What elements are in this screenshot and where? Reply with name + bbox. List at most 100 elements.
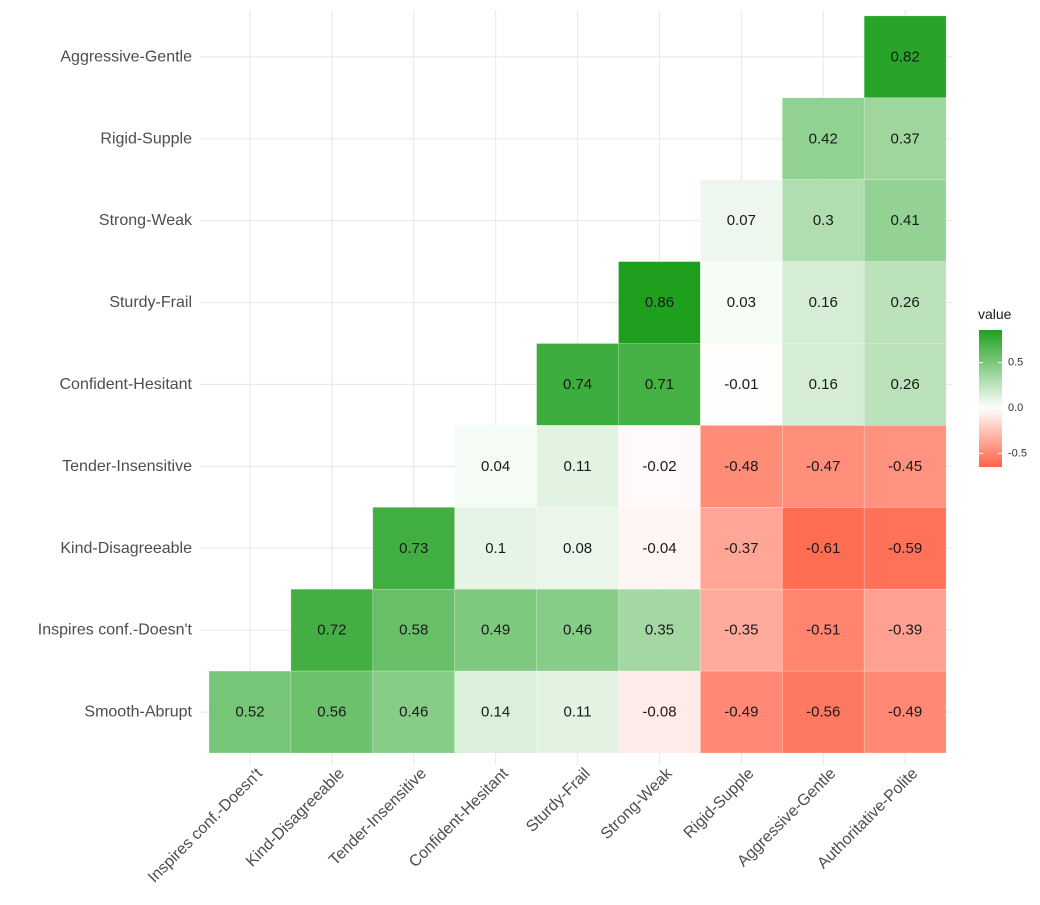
y-tick-label-sturdy-frail: Sturdy-Frail xyxy=(109,294,192,311)
heatmap-cell-kind-disagreeable-aggressive-gentle xyxy=(781,506,865,590)
heatmap-cell-kind-disagreeable-rigid-supple xyxy=(700,506,783,590)
legend-tick-label: 0.0 xyxy=(1008,402,1023,414)
heatmap-cell-smooth-abrupt-kind-disagreeable xyxy=(290,670,374,754)
cell-value-label: 0.03 xyxy=(727,294,756,311)
heatmap-cell-sturdy-frail-rigid-supple xyxy=(700,261,783,344)
cell-value-label: 0.16 xyxy=(809,376,838,393)
cell-value-label: 0.42 xyxy=(809,130,838,147)
y-tick-label-kind-disagreeable: Kind-Disagreeable xyxy=(60,540,192,557)
heatmap-cell-kind-disagreeable-sturdy-frail xyxy=(536,506,619,590)
heatmap-cell-smooth-abrupt-rigid-supple xyxy=(700,670,783,754)
cell-value-label: -0.61 xyxy=(806,540,840,557)
heatmap-cell-inspires-conf-doesn-t-strong-weak xyxy=(618,588,701,672)
heatmap-cell-kind-disagreeable-confident-hesitant xyxy=(454,506,537,590)
legend-colorbar xyxy=(979,330,1002,467)
cell-value-label: 0.08 xyxy=(563,540,592,557)
x-axis-tick-labels: Inspires conf.-Doesn'tKind-DisagreeableT… xyxy=(145,764,921,886)
cell-value-label: 0.72 xyxy=(317,622,346,639)
y-tick-label-rigid-supple: Rigid-Supple xyxy=(100,130,192,147)
heatmap-cell-rigid-supple-aggressive-gentle xyxy=(781,97,865,181)
heatmap-cell-inspires-conf-doesn-t-aggressive-gentle xyxy=(781,588,865,672)
x-tick-label-strong-weak: Strong-Weak xyxy=(598,764,677,843)
heatmap-cell-confident-hesitant-authoritative-polite xyxy=(863,343,947,426)
heatmap-cell-smooth-abrupt-sturdy-frail xyxy=(536,670,619,754)
cell-value-label: 0.49 xyxy=(481,622,510,639)
cell-value-label: 0.73 xyxy=(399,540,428,557)
heatmap-cell-tender-insensitive-aggressive-gentle xyxy=(781,425,865,508)
heatmap-cell-sturdy-frail-strong-weak xyxy=(618,261,701,344)
cell-value-label: 0.46 xyxy=(563,622,592,639)
heatmap-cell-tender-insensitive-confident-hesitant xyxy=(454,425,537,508)
cell-value-label: -0.45 xyxy=(888,458,922,475)
heatmap-cell-confident-hesitant-sturdy-frail xyxy=(536,343,619,426)
x-tick-label-rigid-supple: Rigid-Supple xyxy=(681,765,758,842)
heatmap-cell-strong-weak-rigid-supple xyxy=(700,179,783,262)
x-tick-label-inspires-conf-doesn-t: Inspires conf.-Doesn't xyxy=(145,765,266,886)
cell-value-label: -0.39 xyxy=(888,622,922,639)
cell-value-label: 0.37 xyxy=(891,130,920,147)
color-legend: value 0.5 0.0 -0.5 xyxy=(978,306,1027,467)
cell-value-label: 0.71 xyxy=(645,376,674,393)
x-tick-label-sturdy-frail: Sturdy-Frail xyxy=(523,765,593,835)
heatmap-cell-inspires-conf-doesn-t-rigid-supple xyxy=(700,588,783,672)
y-tick-label-confident-hesitant: Confident-Hesitant xyxy=(59,376,192,393)
cell-value-label: 0.74 xyxy=(563,376,592,393)
cell-value-labels: 0.82 0.42 0.37 0.07 0.3 0.41 0.86 0.03 0.16 0.26 0… xyxy=(235,48,922,720)
y-tick-label-smooth-abrupt: Smooth-Abrupt xyxy=(84,704,192,721)
cell-value-label: 0.14 xyxy=(481,704,510,721)
cell-value-label: -0.37 xyxy=(724,540,758,557)
cell-value-label: -0.56 xyxy=(806,704,840,721)
cell-value-label: 0.04 xyxy=(481,458,510,475)
heatmap-cell-confident-hesitant-aggressive-gentle xyxy=(781,343,865,426)
cell-value-label: -0.59 xyxy=(888,540,922,557)
cell-value-label: 0.58 xyxy=(399,622,428,639)
legend-title: value xyxy=(978,306,1012,322)
legend-tick-label: -0.5 xyxy=(1008,447,1027,459)
cell-value-label: 0.46 xyxy=(399,704,428,721)
cell-value-label: -0.02 xyxy=(642,458,676,475)
cell-value-label: 0.1 xyxy=(485,540,506,557)
heatmap-cell-smooth-abrupt-aggressive-gentle xyxy=(781,670,865,754)
heatmap-cell-inspires-conf-doesn-t-sturdy-frail xyxy=(536,588,619,672)
legend-ticks: 0.5 0.0 -0.5 xyxy=(979,357,1027,459)
cell-value-label: -0.48 xyxy=(724,458,758,475)
cell-value-label: -0.35 xyxy=(724,622,758,639)
heatmap-cell-tender-insensitive-sturdy-frail xyxy=(536,425,619,508)
heatmap-cell-confident-hesitant-rigid-supple xyxy=(700,343,783,426)
heatmap-cell-kind-disagreeable-tender-insensitive xyxy=(372,506,455,590)
cell-value-label: -0.04 xyxy=(642,540,676,557)
cell-value-label: 0.3 xyxy=(813,212,834,229)
heatmap-cell-tender-insensitive-strong-weak xyxy=(618,425,701,508)
heatmap-cell-confident-hesitant-strong-weak xyxy=(618,343,701,426)
cell-value-label: -0.49 xyxy=(888,704,922,721)
cell-value-label: 0.26 xyxy=(891,376,920,393)
legend-tick-label: 0.5 xyxy=(1008,357,1023,369)
cell-value-label: -0.01 xyxy=(724,376,758,393)
cell-value-label: -0.47 xyxy=(806,458,840,475)
y-tick-label-strong-weak: Strong-Weak xyxy=(99,212,193,229)
heatmap-cell-smooth-abrupt-strong-weak xyxy=(618,670,701,754)
cell-value-label: 0.56 xyxy=(317,704,346,721)
cell-value-label: 0.35 xyxy=(645,622,674,639)
heatmap-cell-rigid-supple-authoritative-polite xyxy=(863,97,947,181)
heatmap-cell-strong-weak-authoritative-polite xyxy=(863,179,947,262)
cell-value-label: 0.16 xyxy=(809,294,838,311)
cell-value-label: 0.41 xyxy=(891,212,920,229)
heatmap-cells xyxy=(208,15,947,754)
heatmap-cell-smooth-abrupt-tender-insensitive xyxy=(372,670,455,754)
heatmap-cell-aggressive-gentle-authoritative-polite xyxy=(863,15,947,99)
heatmap-cell-smooth-abrupt-authoritative-polite xyxy=(863,670,947,754)
y-tick-label-inspires-conf-doesn-t: Inspires conf.-Doesn't xyxy=(38,622,193,639)
heatmap-cell-smooth-abrupt-confident-hesitant xyxy=(454,670,537,754)
cell-value-label: 0.52 xyxy=(235,704,264,721)
cell-value-label: -0.08 xyxy=(642,704,676,721)
heatmap-cell-kind-disagreeable-strong-weak xyxy=(618,506,701,590)
cell-value-label: -0.51 xyxy=(806,622,840,639)
y-tick-label-aggressive-gentle: Aggressive-Gentle xyxy=(60,48,192,65)
cell-value-label: 0.26 xyxy=(891,294,920,311)
cell-value-label: 0.11 xyxy=(564,458,592,475)
y-tick-label-tender-insensitive: Tender-Insensitive xyxy=(62,458,192,475)
heatmap-cell-kind-disagreeable-authoritative-polite xyxy=(863,506,947,590)
heatmap-cell-inspires-conf-doesn-t-authoritative-polite xyxy=(863,588,947,672)
